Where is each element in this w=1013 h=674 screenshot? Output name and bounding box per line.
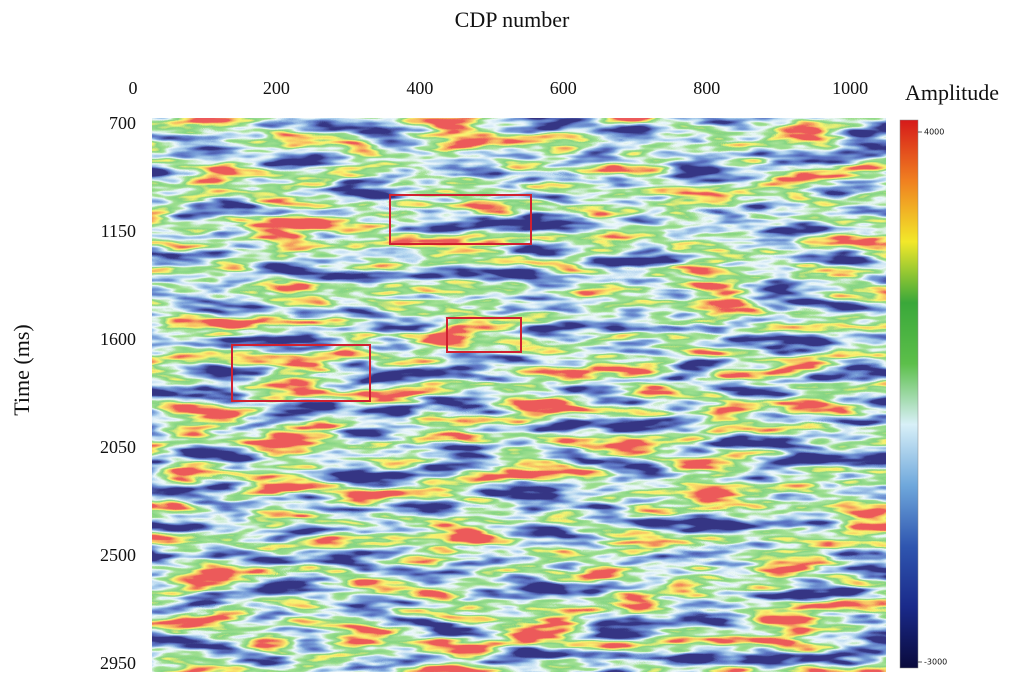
- y-tick-label: 1150: [101, 221, 136, 241]
- y-axis-title: Time (ms): [9, 324, 34, 415]
- seismic-section: [152, 118, 886, 672]
- highlight-boxes: [231, 194, 532, 402]
- x-tick-label: 0: [129, 78, 138, 98]
- highlight-box: [389, 194, 532, 245]
- y-tick-label: 700: [109, 113, 136, 133]
- y-tick-label: 2500: [100, 545, 136, 565]
- x-tick-label: 200: [263, 78, 290, 98]
- highlight-box: [231, 344, 371, 402]
- x-tick-label: 400: [406, 78, 433, 98]
- colorbar: [899, 119, 919, 669]
- y-tick-label: 2950: [100, 653, 136, 673]
- y-tick-label: 1600: [100, 329, 136, 349]
- highlight-box: [446, 317, 522, 353]
- x-tick-label: 600: [550, 78, 577, 98]
- colorbar-tick-label: -3000: [924, 658, 947, 667]
- x-axis-title: CDP number: [455, 7, 570, 32]
- y-tick-label: 2050: [100, 437, 136, 457]
- x-tick-label: 1000: [832, 78, 868, 98]
- x-tick-label: 800: [693, 78, 720, 98]
- colorbar-title: Amplitude: [905, 80, 999, 105]
- colorbar-tick-label: 4000: [924, 128, 944, 137]
